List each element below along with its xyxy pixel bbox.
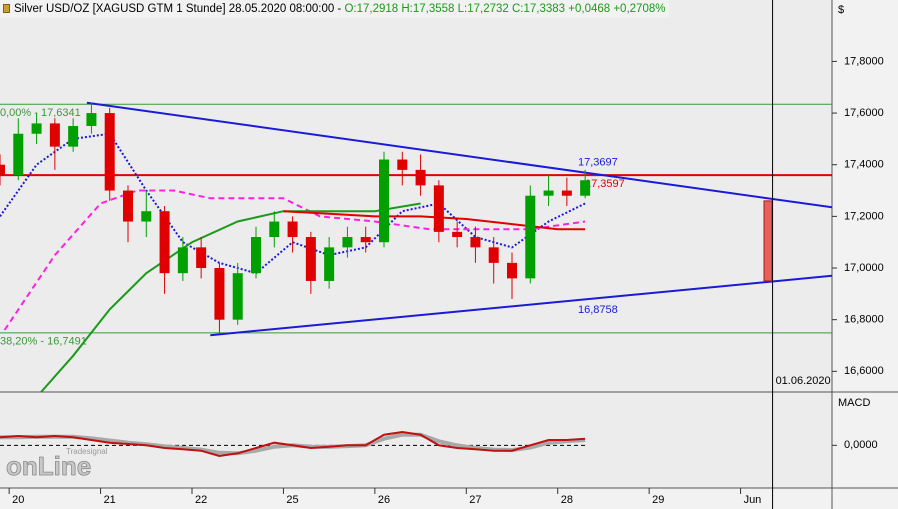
candle-body <box>141 211 152 222</box>
macd-panel <box>0 430 586 458</box>
x-tick-label: 26 <box>378 494 390 506</box>
x-tick-label: 20 <box>12 494 24 506</box>
candle-body <box>159 211 170 274</box>
trendline <box>210 274 832 337</box>
level-label: 38,20% - 16,7491 <box>0 336 87 348</box>
candle-body <box>177 247 188 274</box>
instrument: Silver USD/OZ [XAGUSD GTM 1 Stunde] 28.0… <box>14 3 342 15</box>
candle-body <box>488 247 499 263</box>
y-tick-label: 17,6000 <box>844 107 884 119</box>
range-box <box>763 200 773 282</box>
indicator-line <box>40 202 421 392</box>
candle-body <box>269 221 280 238</box>
candle-body <box>452 231 463 238</box>
x-tick-label: 28 <box>561 494 573 506</box>
candle-body <box>543 190 554 196</box>
candle-body <box>324 247 335 281</box>
y-tick-label: 17,2000 <box>844 210 884 222</box>
candle-body <box>433 185 444 232</box>
candle-body <box>507 262 517 279</box>
price-axis-title: $ <box>838 4 844 16</box>
level-label: 0,00% - 17,6341 <box>0 107 81 119</box>
candle-body <box>196 247 207 269</box>
price-panel: 0,00% - 17,6341 38,20% - 16,7491 17,3597 17… <box>0 101 832 392</box>
level-label: 17,3597 <box>585 178 625 190</box>
candle-body <box>342 237 353 248</box>
candle-body <box>13 133 24 176</box>
plot-background <box>0 0 832 488</box>
candle-body <box>104 113 115 191</box>
macd-axis-title: MACD <box>838 397 870 409</box>
candle-body <box>31 123 42 134</box>
y-tick-label: 16,6000 <box>844 365 884 377</box>
macd-line <box>0 430 586 458</box>
trendline <box>86 101 832 209</box>
y-tick-label: 17,0000 <box>844 262 884 274</box>
y-tick-label: 0,0000 <box>844 439 878 451</box>
candle-body <box>214 268 225 320</box>
trendline-label: 16,8758 <box>578 304 618 316</box>
candle-body <box>305 237 316 281</box>
axes: 01.06.2020 17,8000 17,6000 17,4000 17,2000 17… <box>8 0 884 509</box>
candle-body <box>470 237 481 248</box>
y-tick-label: 17,4000 <box>844 159 884 171</box>
candle-body <box>86 113 97 126</box>
trendline-label: 17,3697 <box>578 157 618 169</box>
x-tick-label: 21 <box>104 494 116 506</box>
candle-body <box>580 180 591 196</box>
candle-body <box>287 221 298 238</box>
candle-body <box>415 169 426 186</box>
candle-body <box>49 123 60 147</box>
quote: O:17,2918 H:17,3558 L:17,2732 C:17,3383 … <box>344 3 666 15</box>
indicator-line <box>0 132 586 275</box>
axis-background <box>0 488 832 509</box>
candle-body <box>379 159 389 243</box>
x-tick-label: 29 <box>652 494 664 506</box>
candle-body <box>68 125 79 147</box>
axis-background <box>832 0 898 509</box>
candle-body <box>251 237 261 274</box>
watermark-brand: Tradesignal <box>66 447 108 456</box>
candle-body <box>360 237 371 243</box>
candle-body <box>525 195 536 279</box>
x-tick-label: 22 <box>195 494 207 506</box>
candle-body <box>561 190 572 196</box>
y-tick-label: 16,8000 <box>844 314 884 326</box>
date-marker-label: 01.06.2020 <box>776 375 831 387</box>
candle-body <box>0 164 5 176</box>
x-tick-label: 27 <box>469 494 481 506</box>
x-tick-label: 25 <box>286 494 298 506</box>
x-tick-label: Jun <box>744 494 762 506</box>
candle-body <box>123 190 133 222</box>
header: Silver USD/OZ [XAGUSD GTM 1 Stunde] 28.0… <box>0 0 670 18</box>
candle-body <box>232 273 243 320</box>
watermark-name: onLine <box>6 451 91 481</box>
y-tick-label: 17,8000 <box>844 55 884 67</box>
candle-body <box>397 159 408 170</box>
